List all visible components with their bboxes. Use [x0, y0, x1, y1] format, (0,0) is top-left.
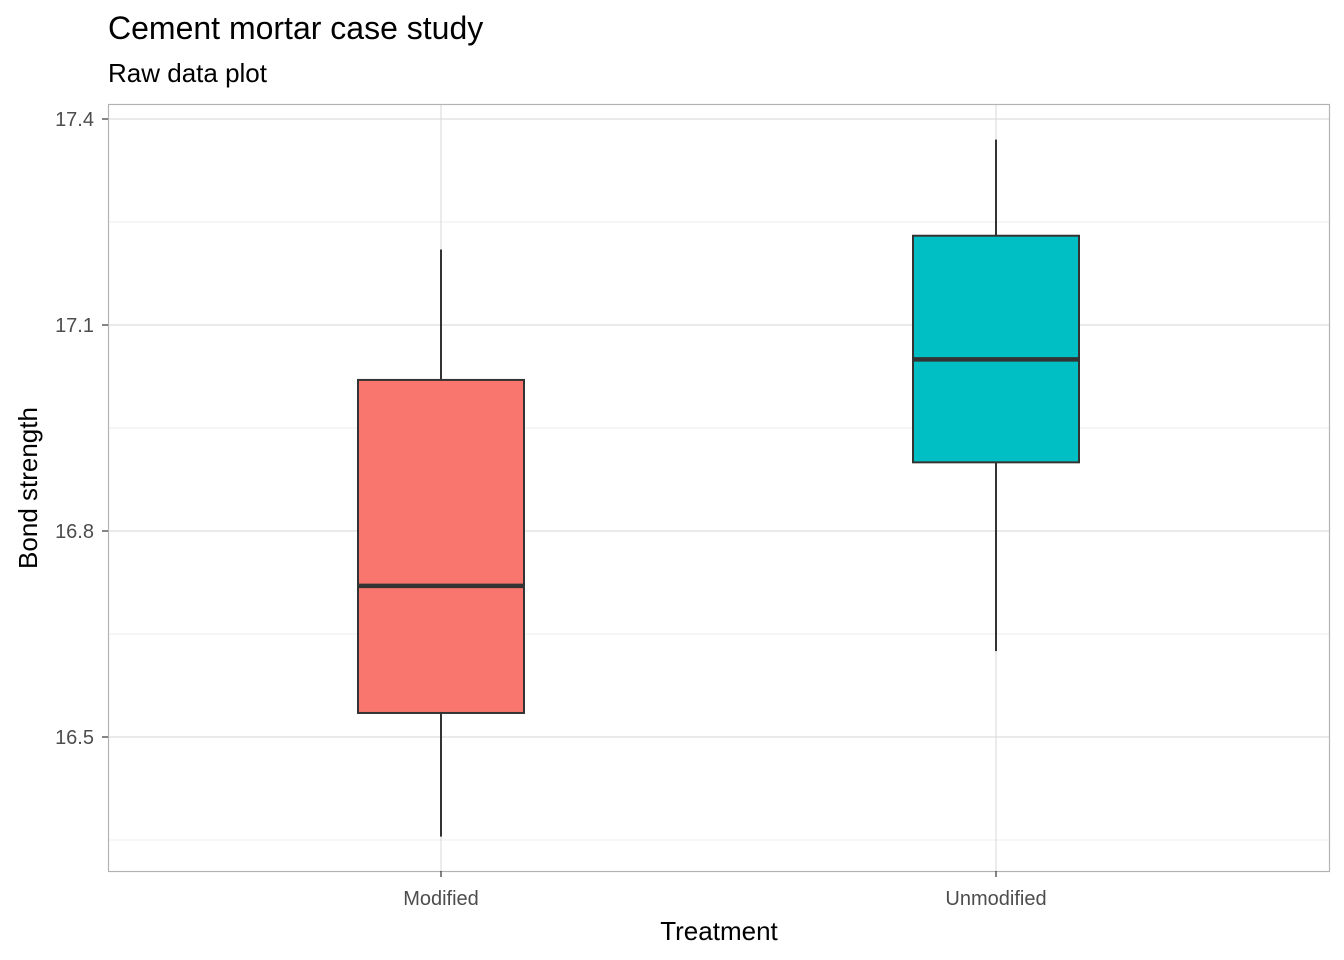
x-tick-label: Unmodified: [945, 888, 1046, 910]
chart-title: Cement mortar case study: [108, 10, 484, 46]
x-axis-title: Treatment: [660, 916, 778, 946]
y-tick-label: 16.8: [55, 521, 94, 543]
chart-subtitle: Raw data plot: [108, 58, 267, 88]
x-tick-label: Modified: [403, 888, 479, 910]
box-group-modified: [357, 249, 525, 837]
y-axis-title: Bond strength: [13, 407, 43, 569]
y-tick-label: 17.1: [55, 315, 94, 337]
box: [357, 378, 525, 714]
plot-panel-border: [107, 103, 1331, 873]
box-group-unmodified: [912, 139, 1080, 652]
box: [912, 234, 1080, 464]
y-tick-label: 17.4: [55, 109, 94, 131]
y-tick-label: 16.5: [55, 727, 94, 749]
